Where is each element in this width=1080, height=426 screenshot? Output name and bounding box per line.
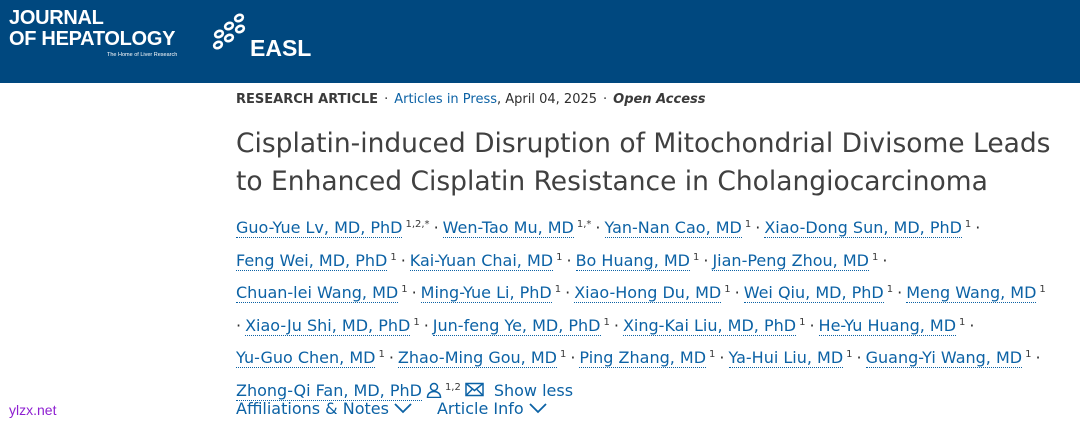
affiliation-ref: 1 (871, 251, 879, 263)
journal-name[interactable]: JOURNAL (9, 7, 104, 29)
author-name[interactable]: Guang-Yi Wang, MD (865, 348, 1023, 369)
chevron-icon[interactable] (393, 402, 413, 414)
separator: · (613, 315, 619, 335)
author-name[interactable]: Zhao-Ming Gou, MD (397, 348, 557, 369)
journal-name[interactable]: OF HEPATOLOGY (9, 28, 176, 50)
affiliation-ref: 1 (886, 284, 894, 296)
chevron-icon[interactable] (528, 402, 548, 414)
tab-label[interactable]: Article Info (436, 399, 524, 418)
corresponding-author-icon[interactable] (426, 382, 442, 399)
affiliation-ref: 1 (603, 316, 610, 328)
affiliation-ref: 1 (1039, 284, 1046, 296)
author-name[interactable]: Jun-feng Ye, MD, PhD (432, 315, 601, 336)
separator: · (236, 315, 242, 335)
affiliation-ref: 1 (709, 349, 716, 361)
affiliation-ref: 1,2,* (405, 219, 430, 230)
author-name[interactable]: Zhong-Qi Fan, MD, PhD (236, 380, 422, 401)
separator: · (565, 283, 571, 303)
separator: · (411, 283, 417, 303)
separator: · (400, 250, 406, 270)
access-label: Open Access (613, 92, 706, 107)
affiliation-ref: 1 (378, 349, 385, 361)
separator: · (1035, 348, 1041, 368)
tab-toggle[interactable]: Affiliations & Notes (236, 399, 413, 418)
affiliation-ref: 1,* (576, 219, 592, 230)
title-line: Cisplatin-induced Disruption of Mitochon… (236, 128, 1051, 159)
separator: · (433, 218, 439, 238)
show-less-link[interactable]: Show less (493, 380, 574, 400)
separator: · (734, 283, 740, 303)
watermark: ylzx.net (9, 402, 57, 418)
easl-logo-icon (212, 13, 246, 50)
affiliation-ref: 1 (959, 316, 966, 328)
author-name[interactable]: Wei Qiu, MD, PhD (743, 283, 884, 304)
separator: · (384, 92, 389, 107)
affiliation-ref: 1,2 (444, 381, 461, 393)
separator: · (566, 250, 572, 270)
author-list: Guo-Yue Lv, MD, PhD 1,2,* · Wen-Tao Mu, MD 1… (236, 210, 1076, 405)
separator: · (719, 348, 725, 368)
separator: · (388, 348, 394, 368)
status-link[interactable]: Articles in Press (394, 92, 498, 107)
separator: · (423, 315, 429, 335)
society-name[interactable]: EASL (250, 35, 312, 61)
separator: · (703, 250, 709, 270)
separator: · (856, 348, 862, 368)
author-name[interactable]: Ya-Hui Liu, MD (728, 348, 844, 369)
affiliation-ref: 1 (413, 316, 420, 328)
separator: · (897, 283, 903, 303)
site-header: JOURNAL OF HEPATOLOGY The Home of Liver … (0, 0, 1080, 83)
article-title: Cisplatin-induced Disruption of Mitochon… (236, 125, 1051, 201)
author-name[interactable]: Guo-Yue Lv, MD, PhD (236, 218, 403, 239)
tab-label[interactable]: Affiliations & Notes (236, 399, 389, 418)
affiliation-ref: 1 (846, 349, 853, 361)
separator: · (969, 315, 975, 335)
affiliation-ref: 1 (799, 316, 806, 328)
author-name[interactable]: Xing-Kai Liu, MD, PhD (622, 315, 797, 336)
author-name[interactable]: Bo Huang, MD (575, 250, 690, 271)
affiliation-ref: 1 (1025, 349, 1032, 361)
separator: · (570, 348, 576, 368)
affiliation-ref: 1 (401, 284, 408, 296)
author-name[interactable]: Xiao-Ju Shi, MD, PhD (245, 315, 411, 336)
title-line: to Enhanced Cisplatin Resistance in Chol… (236, 166, 988, 197)
author-name[interactable]: Kai-Yuan Chai, MD (409, 250, 554, 271)
separator: · (882, 250, 888, 270)
author-name[interactable]: Xiao-Hong Du, MD (574, 283, 722, 304)
journal-tagline: The Home of Liver Research (107, 52, 178, 58)
author-name[interactable]: Yan-Nan Cao, MD (604, 218, 742, 239)
separator: · (755, 218, 761, 238)
author-name[interactable]: Chuan-lei Wang, MD (236, 283, 399, 304)
affiliation-ref: 1 (390, 251, 397, 263)
date: , April 04, 2025 (497, 92, 598, 107)
tab-toggle[interactable]: Article Info (437, 399, 548, 418)
author-name[interactable]: Xiao-Dong Sun, MD, PhD (764, 218, 962, 239)
affiliation-ref: 1 (559, 349, 567, 361)
separator: · (809, 315, 815, 335)
email-icon[interactable] (465, 382, 485, 398)
affiliation-ref: 1 (692, 251, 700, 263)
affiliation-ref: 1 (724, 284, 731, 296)
author-name[interactable]: Ming-Yue Li, PhD (420, 283, 552, 304)
affiliation-ref: 1 (554, 284, 562, 296)
author-name[interactable]: Ping Zhang, MD (579, 348, 707, 369)
separator: · (595, 218, 601, 238)
affiliation-ref: 1 (744, 219, 752, 230)
affiliation-ref: 1 (556, 251, 563, 263)
article-tabs: Affiliations & Notes Article Info (236, 399, 572, 418)
separator: · (975, 218, 981, 238)
affiliation-ref: 1 (964, 219, 972, 230)
article-meta: RESEARCH ARTICLE · Articles in Press, Apri… (236, 92, 706, 107)
author-name[interactable]: Feng Wei, MD, PhD (236, 250, 388, 271)
author-name[interactable]: Yu-Guo Chen, MD (236, 348, 376, 369)
author-name[interactable]: He-Yu Huang, MD (818, 315, 957, 336)
article-type: RESEARCH ARTICLE (236, 92, 379, 107)
author-name[interactable]: Jian-Peng Zhou, MD (712, 250, 869, 271)
separator: · (603, 92, 608, 107)
author-name[interactable]: Wen-Tao Mu, MD (442, 218, 574, 239)
author-name[interactable]: Meng Wang, MD (906, 283, 1037, 304)
